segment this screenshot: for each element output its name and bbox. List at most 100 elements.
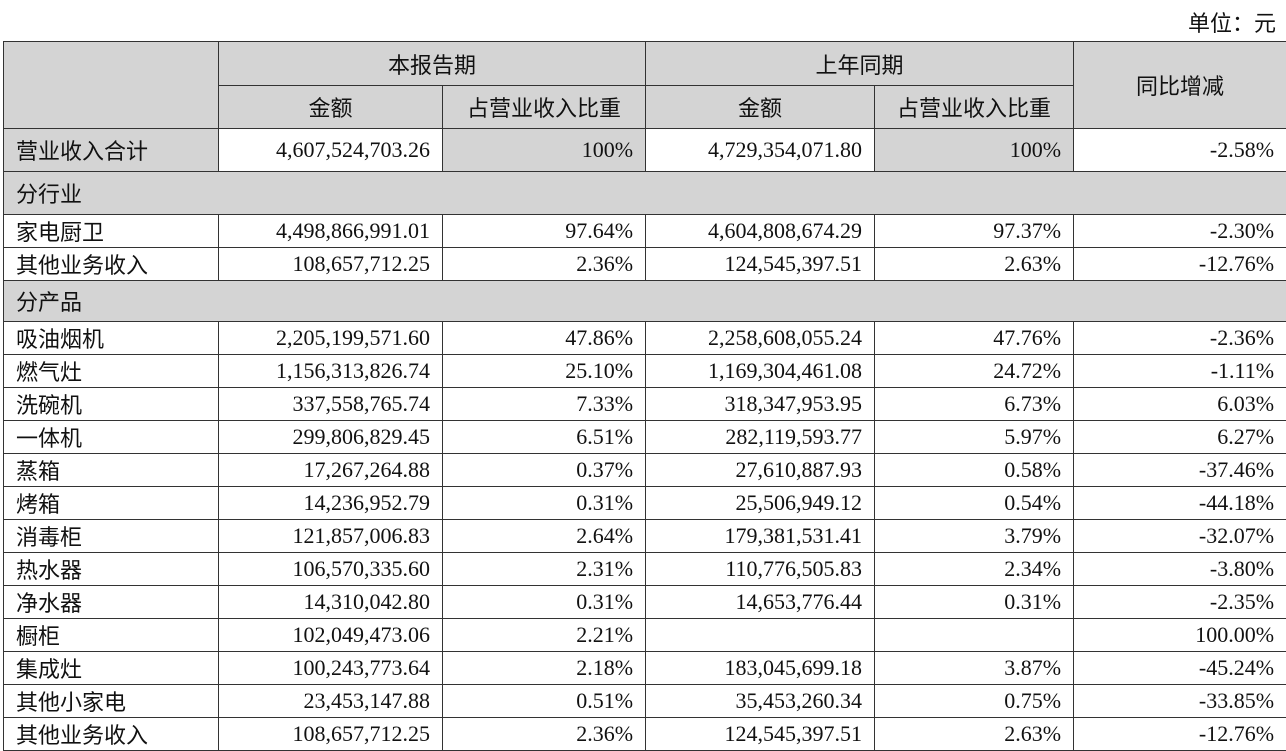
prev-share: 24.72% [875, 355, 1074, 388]
yoy: -44.18% [1074, 487, 1286, 520]
cur-share: 97.64% [443, 215, 646, 248]
prev-share: 3.87% [875, 652, 1074, 685]
prev-share: 47.76% [875, 322, 1074, 355]
row-label: 其他小家电 [4, 685, 219, 718]
cur-share: 100% [443, 129, 646, 172]
yoy: -2.58% [1074, 129, 1286, 172]
prev-share: 5.97% [875, 421, 1074, 454]
prev-share: 2.63% [875, 718, 1074, 751]
unit-label: 单位：元 [1188, 6, 1276, 38]
cur-share: 2.21% [443, 619, 646, 652]
yoy: 100.00% [1074, 619, 1286, 652]
cur-share: 0.51% [443, 685, 646, 718]
cur-amount: 337,558,765.74 [219, 388, 443, 421]
yoy: -37.46% [1074, 454, 1286, 487]
yoy: -33.85% [1074, 685, 1286, 718]
prev-amount: 14,653,776.44 [646, 586, 875, 619]
prev-amount: 179,381,531.41 [646, 520, 875, 553]
prev-amount: 2,258,608,055.24 [646, 322, 875, 355]
row-label: 烤箱 [4, 487, 219, 520]
cur-amount: 108,657,712.25 [219, 718, 443, 751]
prev-amount: 124,545,397.51 [646, 248, 875, 281]
prev-share: 0.31% [875, 586, 1074, 619]
cur-share: 47.86% [443, 322, 646, 355]
row-label: 热水器 [4, 553, 219, 586]
cur-amount: 1,156,313,826.74 [219, 355, 443, 388]
row-label: 其他业务收入 [4, 248, 219, 281]
cur-share: 2.64% [443, 520, 646, 553]
cur-amount: 4,498,866,991.01 [219, 215, 443, 248]
row-label: 营业收入合计 [4, 129, 219, 172]
row-label: 集成灶 [4, 652, 219, 685]
prev-amount: 27,610,887.93 [646, 454, 875, 487]
cur-share: 2.36% [443, 248, 646, 281]
prev-share: 0.58% [875, 454, 1074, 487]
section-title: 分行业 [4, 172, 1286, 215]
header-cur-share: 占营业收入比重 [443, 86, 646, 129]
section-title: 分产品 [4, 281, 1286, 322]
header-prev-share: 占营业收入比重 [875, 86, 1074, 129]
cur-amount: 2,205,199,571.60 [219, 322, 443, 355]
prev-amount: 183,045,699.18 [646, 652, 875, 685]
yoy: -12.76% [1074, 718, 1286, 751]
yoy: 6.03% [1074, 388, 1286, 421]
header-prev-amount: 金额 [646, 86, 875, 129]
row-label: 燃气灶 [4, 355, 219, 388]
cur-amount: 102,049,473.06 [219, 619, 443, 652]
header-yoy: 同比增减 [1074, 42, 1286, 129]
prev-share: 0.75% [875, 685, 1074, 718]
section-header-row: 分产品 [4, 281, 1286, 322]
prev-share [875, 619, 1074, 652]
prev-amount: 35,453,260.34 [646, 685, 875, 718]
cur-amount: 17,267,264.88 [219, 454, 443, 487]
yoy: -3.80% [1074, 553, 1286, 586]
row-label: 一体机 [4, 421, 219, 454]
cur-share: 2.18% [443, 652, 646, 685]
yoy: -2.36% [1074, 322, 1286, 355]
cur-share: 0.31% [443, 586, 646, 619]
row-label: 橱柜 [4, 619, 219, 652]
prev-amount [646, 619, 875, 652]
yoy: -1.11% [1074, 355, 1286, 388]
row-label: 吸油烟机 [4, 322, 219, 355]
yoy: -2.35% [1074, 586, 1286, 619]
row-label: 净水器 [4, 586, 219, 619]
prev-share: 3.79% [875, 520, 1074, 553]
prev-amount: 318,347,953.95 [646, 388, 875, 421]
prev-amount: 124,545,397.51 [646, 718, 875, 751]
cur-share: 25.10% [443, 355, 646, 388]
header-prior-period: 上年同期 [646, 42, 1074, 86]
prev-amount: 25,506,949.12 [646, 487, 875, 520]
prev-share: 0.54% [875, 487, 1074, 520]
header-current-period: 本报告期 [219, 42, 646, 86]
total-row: 营业收入合计 4,607,524,703.26 100% 4,729,354,0… [4, 129, 1286, 172]
row-label: 洗碗机 [4, 388, 219, 421]
yoy: -12.76% [1074, 248, 1286, 281]
cur-share: 7.33% [443, 388, 646, 421]
prev-amount: 282,119,593.77 [646, 421, 875, 454]
row-label: 消毒柜 [4, 520, 219, 553]
cur-amount: 108,657,712.25 [219, 248, 443, 281]
prev-amount: 110,776,505.83 [646, 553, 875, 586]
header-blank [4, 42, 219, 129]
prev-amount: 1,169,304,461.08 [646, 355, 875, 388]
prev-amount: 4,604,808,674.29 [646, 215, 875, 248]
prev-amount: 4,729,354,071.80 [646, 129, 875, 172]
yoy: -2.30% [1074, 215, 1286, 248]
section-header-row: 分行业 [4, 172, 1286, 215]
cur-amount: 23,453,147.88 [219, 685, 443, 718]
